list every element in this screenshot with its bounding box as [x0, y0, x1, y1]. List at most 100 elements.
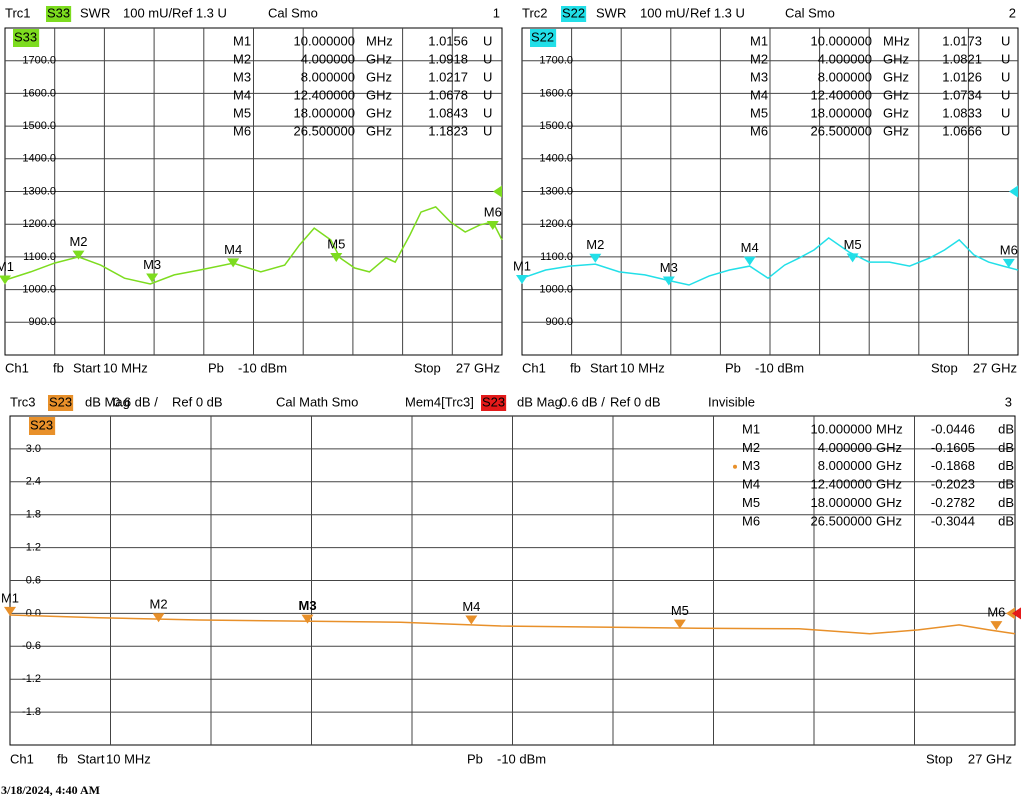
marker-response-unit: U [483, 51, 492, 66]
footer-text: Start [73, 360, 101, 375]
y-tick-label: 1000.0 [539, 284, 573, 296]
marker-response: 1.0173 [942, 33, 982, 48]
marker-label: M3 [143, 257, 161, 272]
marker-label: M4 [224, 242, 242, 257]
marker-stimulus: 26.500000 [811, 123, 872, 138]
trace-label-box [13, 29, 40, 47]
marker-name: M4 [742, 477, 760, 492]
marker-label: M3 [298, 598, 316, 613]
marker-response-unit: U [1001, 33, 1010, 48]
marker-stimulus-unit: GHz [366, 123, 392, 138]
marker-stimulus: 10.000000 [294, 33, 355, 48]
header-text: Ref 0 dB [172, 394, 223, 409]
marker-stimulus-unit: GHz [366, 105, 392, 120]
header-text: S33 [47, 5, 70, 20]
footer-text: Ch1 [10, 751, 34, 766]
marker-response-unit: dB [998, 421, 1014, 436]
marker-label: M2 [150, 597, 168, 612]
marker-stimulus: 12.400000 [811, 477, 872, 492]
footer-text: fb [57, 751, 68, 766]
marker-label: M6 [987, 605, 1005, 620]
marker-name: M5 [742, 495, 760, 510]
marker-stimulus: 12.400000 [294, 87, 355, 102]
marker [465, 615, 478, 625]
reference-arrow [1012, 607, 1021, 620]
header-text: SWR [596, 5, 626, 20]
y-tick-label: 1.2 [26, 542, 41, 554]
header-text: SWR [80, 5, 110, 20]
marker-response-unit: U [1001, 105, 1010, 120]
marker-name: M6 [233, 123, 251, 138]
y-tick-label: 1500.0 [539, 120, 573, 132]
footer-text: Pb [725, 360, 741, 375]
marker [72, 250, 85, 260]
marker-response-unit: dB [998, 495, 1014, 510]
footer-text: Ch1 [522, 360, 546, 375]
marker [673, 619, 686, 629]
y-tick-label: 1500.0 [22, 120, 56, 132]
marker-response: -0.1868 [931, 458, 975, 473]
y-tick-label: 1600.0 [22, 87, 56, 99]
marker-stimulus: 10.000000 [811, 421, 872, 436]
marker [4, 606, 16, 616]
marker-response-unit: U [483, 33, 492, 48]
marker-name: M1 [742, 421, 760, 436]
footer-text: Start [590, 360, 618, 375]
marker-stimulus: 4.000000 [818, 440, 872, 455]
marker-response-unit: U [483, 105, 492, 120]
marker-stimulus-unit: GHz [883, 123, 909, 138]
marker-label: M1 [513, 258, 531, 273]
y-tick-label: 3.0 [26, 443, 41, 455]
marker-label: M1 [0, 259, 14, 274]
marker-name: M4 [233, 87, 251, 102]
marker [589, 253, 602, 263]
marker-response-unit: dB [998, 513, 1014, 528]
marker-response: -0.2023 [931, 477, 975, 492]
marker-stimulus-unit: GHz [883, 105, 909, 120]
reference-arrow [493, 185, 502, 198]
marker-response-unit: U [1001, 87, 1010, 102]
marker-response-unit: U [483, 69, 492, 84]
marker-stimulus: 10.000000 [811, 33, 872, 48]
marker-stimulus: 26.500000 [294, 123, 355, 138]
marker-response: 1.0126 [942, 69, 982, 84]
header-text: dB Mag [517, 394, 562, 409]
header-text: Trc3 [10, 394, 36, 409]
trace-badge [48, 395, 74, 411]
marker-label: M2 [586, 237, 604, 252]
marker-stimulus: 8.000000 [818, 69, 872, 84]
y-tick-label: 2.4 [26, 476, 41, 488]
marker-name: M2 [233, 51, 251, 66]
header-text: 100 mU/ [123, 5, 173, 20]
header-text: Trc2 [522, 5, 548, 20]
timestamp: 3/18/2024, 4:40 AM [1, 783, 100, 797]
marker-response-unit: dB [998, 477, 1014, 492]
marker-response: -0.2782 [931, 495, 975, 510]
footer-text: 27 GHz [456, 360, 500, 375]
marker [301, 614, 314, 624]
marker-response: 1.0156 [428, 33, 468, 48]
marker-stimulus-unit: GHz [883, 51, 909, 66]
marker-response: 1.0918 [428, 51, 468, 66]
header-text: Ref 1.3 U [690, 5, 745, 20]
trace-label: S22 [531, 29, 554, 44]
marker-response: 1.0734 [942, 87, 982, 102]
marker-name: M6 [750, 123, 768, 138]
marker-response-unit: U [1001, 123, 1010, 138]
y-tick-label: 1200.0 [22, 218, 56, 230]
marker-stimulus: 18.000000 [811, 495, 872, 510]
header-text: S23 [482, 394, 505, 409]
footer-text: 27 GHz [968, 751, 1012, 766]
header-text: 1 [493, 5, 500, 20]
trace-badge [561, 6, 587, 22]
y-tick-label: 1100.0 [23, 251, 56, 263]
marker-name: M3 [742, 458, 760, 473]
trace-badge [46, 6, 72, 22]
y-tick-label: 1200.0 [539, 218, 573, 230]
header-text: Invisible [708, 394, 755, 409]
y-tick-label: 1300.0 [22, 185, 56, 197]
marker [516, 274, 528, 284]
marker-stimulus-unit: GHz [876, 458, 902, 473]
y-tick-label: -1.2 [22, 673, 41, 685]
footer-text: Stop [931, 360, 958, 375]
